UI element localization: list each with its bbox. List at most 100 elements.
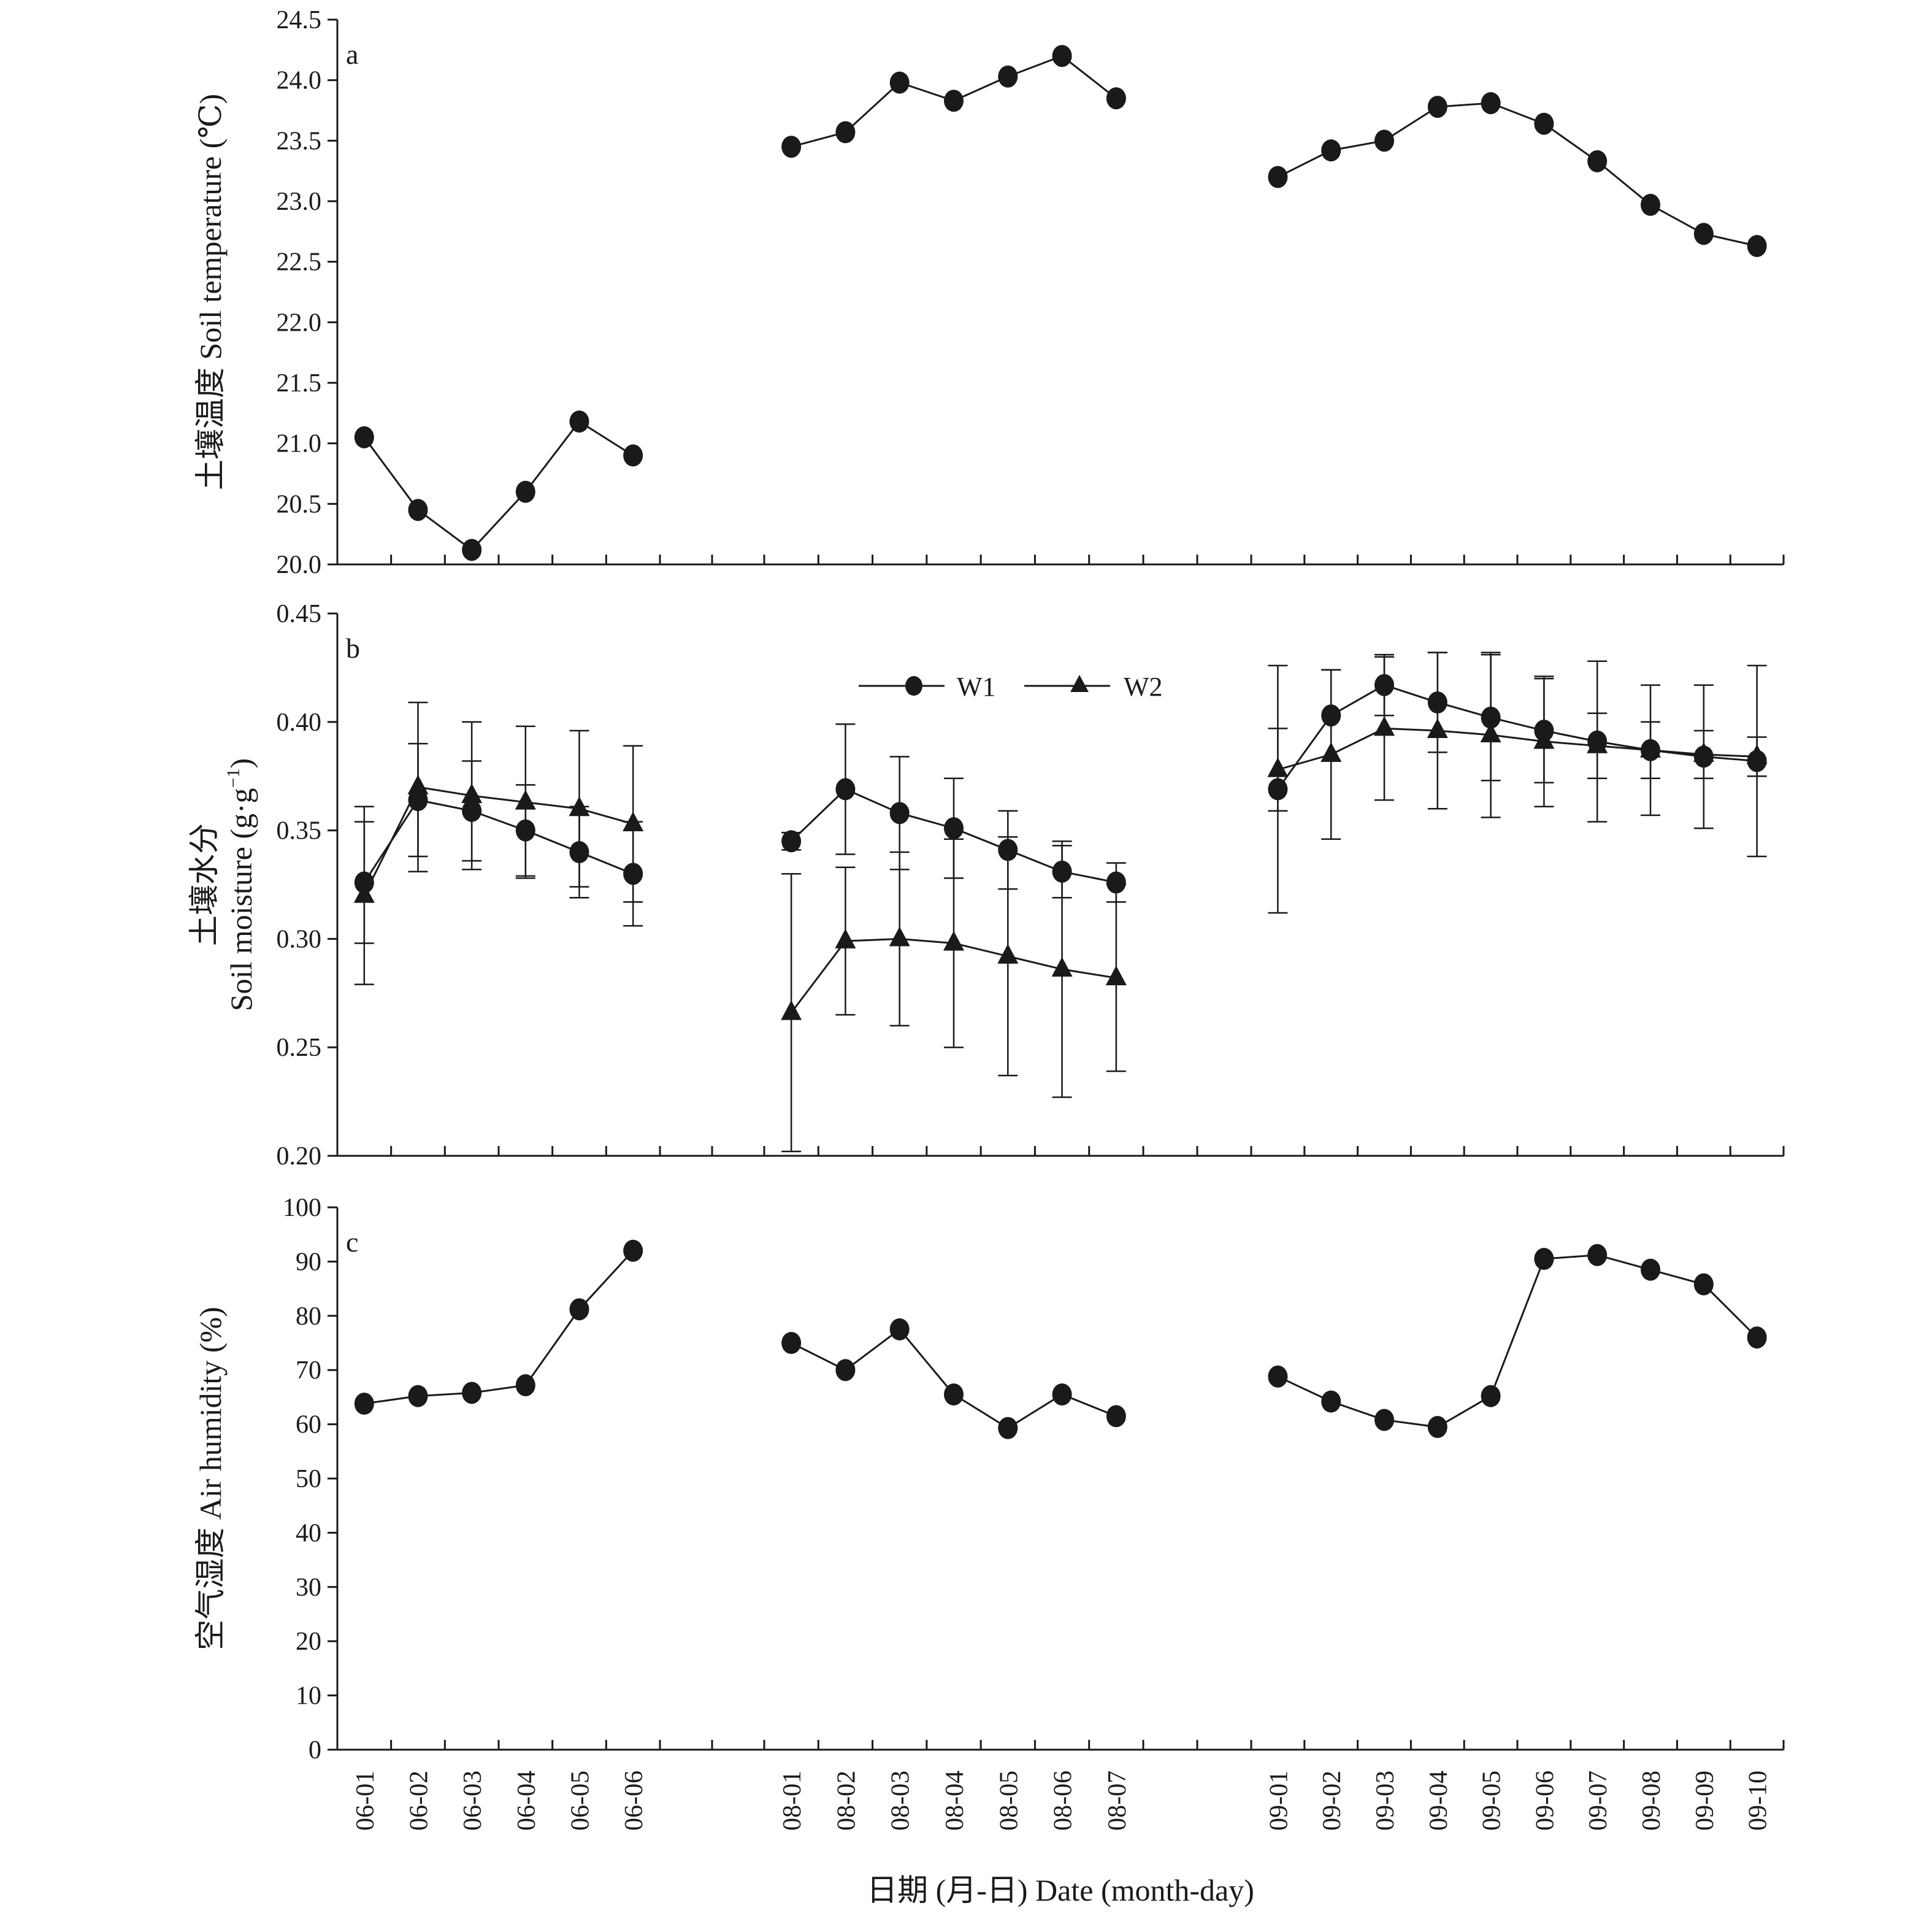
data-point: [623, 1239, 643, 1262]
y-tick-label: 0.30: [277, 925, 322, 953]
x-tick-label: 06-04: [513, 1771, 541, 1831]
data-point: [515, 790, 536, 810]
data-point: [1052, 45, 1072, 67]
data-point: [1374, 129, 1394, 152]
data-point: [997, 944, 1019, 964]
data-point: [1641, 1258, 1660, 1281]
series-line: [1277, 1254, 1758, 1428]
data-point: [1641, 193, 1660, 216]
y-tick-label: 22.5: [277, 248, 322, 277]
x-tick-label: 08-04: [941, 1771, 969, 1831]
y-tick-label: 0: [309, 1736, 321, 1764]
data-point: [1587, 150, 1608, 172]
series-line: [363, 786, 634, 896]
data-point: [998, 65, 1018, 88]
data-point: [1267, 757, 1289, 777]
data-point: [1427, 718, 1448, 738]
data-point: [1321, 1390, 1341, 1413]
data-point: [1106, 1405, 1126, 1428]
data-point: [944, 90, 964, 112]
series-triangle: [353, 652, 1768, 1153]
x-tick-label: 09-01: [1265, 1771, 1293, 1831]
data-point: [1427, 1416, 1447, 1439]
legend-label: W2: [1124, 672, 1163, 702]
data-point: [1693, 223, 1714, 245]
data-point: [889, 926, 910, 947]
series-line: [1277, 102, 1757, 247]
x-tick-label: 09-03: [1371, 1771, 1400, 1831]
data-point: [1533, 729, 1555, 749]
x-tick-label: 06-06: [620, 1771, 648, 1831]
data-point: [998, 1417, 1018, 1439]
x-tick-label: 08-06: [1049, 1771, 1078, 1831]
x-axis-title: 日期 (月-日) Date (month-day): [867, 1873, 1254, 1907]
x-tick-label: 08-01: [778, 1771, 807, 1831]
legend-label: W1: [957, 672, 996, 702]
series-line: [364, 1250, 634, 1405]
x-tick-label: 08-07: [1103, 1771, 1132, 1831]
data-point: [835, 778, 856, 801]
x-tick-label: 09-08: [1638, 1771, 1666, 1831]
panel-letter: b: [346, 633, 360, 664]
data-point: [515, 480, 535, 503]
data-point: [1321, 139, 1341, 162]
data-point: [781, 1000, 802, 1020]
y-tick-label: 70: [296, 1356, 321, 1385]
y-tick-label: 21.5: [277, 369, 322, 398]
data-point: [1587, 733, 1608, 753]
series-line: [1277, 727, 1757, 771]
x-tick-label: 09-07: [1584, 1771, 1612, 1831]
series-circle: [354, 652, 1767, 944]
x-tick-label: 08-02: [832, 1771, 861, 1831]
data-point: [623, 811, 644, 831]
data-point: [354, 426, 374, 448]
x-tick-label: 09-10: [1744, 1771, 1773, 1831]
data-point: [1534, 112, 1554, 135]
data-point: [569, 796, 590, 817]
y-tick-label: 20.0: [277, 551, 322, 579]
data-point: [1052, 1383, 1072, 1406]
data-point: [1051, 956, 1073, 977]
data-point: [1106, 87, 1126, 110]
legend: W1 W2: [859, 672, 1163, 702]
legend-marker: [1070, 675, 1089, 692]
data-point: [569, 410, 589, 433]
data-point: [944, 817, 964, 840]
data-point: [1374, 1409, 1394, 1431]
panel-b: 0.20 0.25 0.30 0.35 0.40 0.45 b 土壤水分 Soil moistu…: [187, 600, 1785, 1171]
y-tick-label: 60: [296, 1411, 321, 1439]
data-point: [461, 783, 483, 804]
series-circle: [354, 45, 1767, 561]
x-tick-label: 08-03: [887, 1771, 915, 1831]
data-point: [889, 1318, 910, 1340]
data-point: [1534, 1247, 1554, 1270]
series-line: [363, 420, 634, 552]
data-point: [781, 830, 802, 853]
y-tick-label: 90: [296, 1248, 321, 1276]
data-point: [1427, 96, 1447, 118]
data-point: [354, 1393, 374, 1415]
y-axis-title: 土壤温度 Soil temperature (℃): [193, 94, 228, 490]
data-point: [944, 1383, 964, 1406]
y-tick-label: 50: [296, 1465, 321, 1493]
x-tick-label: 09-09: [1691, 1771, 1719, 1831]
data-point: [835, 928, 856, 948]
data-point: [1693, 742, 1714, 762]
data-point: [569, 1298, 589, 1321]
panel-letter: c: [346, 1226, 358, 1258]
series-circle: [354, 1239, 1767, 1439]
x-tick-label: 09-02: [1318, 1771, 1346, 1831]
y-axis-title-units: Soil moisture (g·g−1): [223, 758, 258, 1011]
y-tick-label: 10: [296, 1682, 321, 1710]
data-point: [1481, 1385, 1501, 1407]
y-tick-label: 23.5: [277, 127, 322, 155]
y-tick-label: 0.40: [277, 709, 322, 737]
y-tick-label: 0.35: [277, 817, 322, 845]
data-point: [1640, 737, 1661, 758]
panel-letter: a: [346, 39, 358, 70]
y-axis-title: 土壤水分: [187, 823, 221, 946]
y-tick-label: 100: [283, 1194, 321, 1222]
y-tick-label: 20.5: [277, 490, 322, 518]
y-axis-title: 空气湿度 Air humidity (%): [193, 1307, 228, 1650]
